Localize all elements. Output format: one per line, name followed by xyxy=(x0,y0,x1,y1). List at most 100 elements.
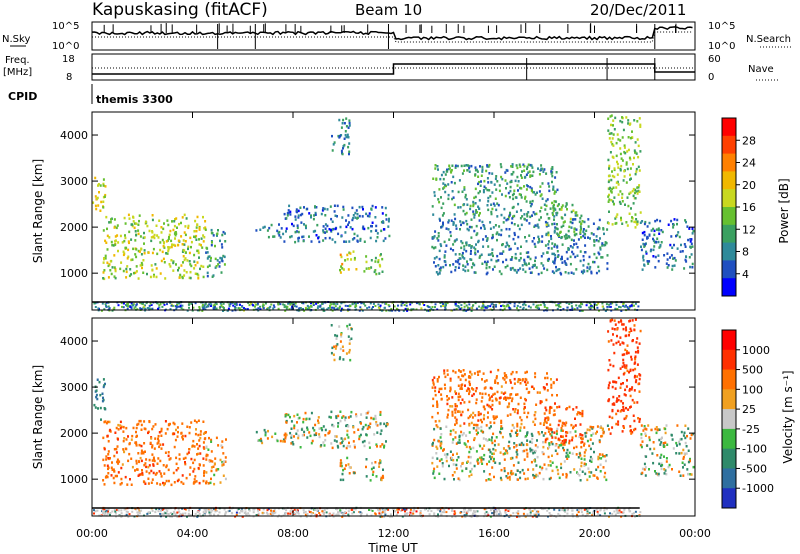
ground-scatter-cell xyxy=(222,307,225,309)
scatter-cell xyxy=(607,174,610,178)
scatter-cell xyxy=(363,444,366,448)
scatter-cell xyxy=(625,385,628,388)
scatter-cell xyxy=(296,226,299,230)
scatter-cell xyxy=(381,443,384,446)
scatter-cell xyxy=(538,471,541,475)
scatter-cell xyxy=(531,240,534,243)
scatter-cell xyxy=(471,387,473,390)
scatter-cell xyxy=(166,252,169,255)
ground-scatter-cell xyxy=(330,303,333,306)
scatter-cell xyxy=(481,430,484,434)
scatter-cell xyxy=(282,232,285,236)
ground-scatter-cell xyxy=(472,304,474,307)
scatter-cell xyxy=(309,434,312,438)
scatter-cell xyxy=(680,243,682,247)
scatter-cell xyxy=(383,446,385,449)
scatter-cell xyxy=(441,465,444,468)
scatter-cell xyxy=(525,263,528,267)
scatter-cell xyxy=(379,432,382,436)
scatter-cell xyxy=(520,196,523,199)
scatter-cell xyxy=(629,369,632,373)
scatter-cell xyxy=(108,263,111,266)
scatter-cell xyxy=(142,259,145,262)
scatter-cell xyxy=(545,225,548,228)
scatter-cell xyxy=(686,225,689,228)
scatter-cell xyxy=(670,235,673,238)
scatter-cell xyxy=(209,259,212,262)
scatter-cell xyxy=(140,261,143,265)
ground-scatter-cell xyxy=(227,510,230,513)
scatter-cell xyxy=(468,445,471,449)
scatter-cell xyxy=(634,151,637,154)
ground-scatter-cell xyxy=(108,307,111,310)
scatter-cell xyxy=(599,237,601,240)
scatter-cell xyxy=(353,444,356,447)
scatter-cell xyxy=(569,262,572,266)
scatter-cell xyxy=(160,427,163,431)
ground-scatter-cell xyxy=(430,510,433,513)
scatter-cell xyxy=(336,215,338,218)
scatter-cell xyxy=(453,240,456,243)
scatter-cell xyxy=(472,411,475,415)
ground-scatter-cell xyxy=(125,510,128,513)
scatter-cell xyxy=(475,450,478,453)
scatter-cell xyxy=(516,433,519,436)
scatter-cell xyxy=(348,152,350,156)
scatter-cell xyxy=(276,229,279,233)
scatter-cell xyxy=(449,231,452,234)
scatter-cell xyxy=(326,208,329,211)
scatter-cell xyxy=(504,391,507,394)
scatter-cell xyxy=(461,374,464,377)
scatter-cell xyxy=(526,212,529,216)
ground-scatter-cell xyxy=(434,303,437,306)
scatter-cell xyxy=(664,441,667,444)
scatter-cell xyxy=(362,225,365,228)
scatter-cell xyxy=(538,190,541,193)
scatter-cell xyxy=(689,246,692,249)
scatter-cell xyxy=(435,271,438,274)
scatter-cell xyxy=(440,387,443,391)
scatter-cell xyxy=(103,483,106,486)
scatter-cell xyxy=(155,224,158,227)
scatter-cell xyxy=(569,471,572,474)
scatter-cell xyxy=(649,249,652,253)
scatter-cell xyxy=(556,223,558,226)
colorbar-swatch xyxy=(722,207,736,226)
ground-scatter-cell xyxy=(426,309,428,312)
scatter-cell xyxy=(513,231,516,235)
scatter-cell xyxy=(541,197,544,200)
scatter-cell xyxy=(640,245,642,248)
scatter-cell xyxy=(483,414,486,417)
scatter-cell xyxy=(511,173,514,176)
scatter-cell xyxy=(689,265,692,269)
scatter-cell xyxy=(365,260,368,264)
scatter-cell xyxy=(189,270,192,274)
ground-scatter-cell xyxy=(294,513,297,515)
scatter-cell xyxy=(117,462,120,465)
scatter-cell xyxy=(617,193,620,196)
scatter-cell xyxy=(540,216,542,219)
scatter-cell xyxy=(169,422,171,426)
ground-scatter-cell xyxy=(591,305,594,308)
scatter-cell xyxy=(294,240,297,244)
ground-scatter-cell xyxy=(222,302,225,305)
scatter-cell xyxy=(487,208,490,212)
scatter-cell xyxy=(521,170,523,173)
ground-scatter-cell xyxy=(465,513,468,516)
scatter-cell xyxy=(169,457,172,460)
ground-scatter-cell xyxy=(109,513,111,516)
scatter-cell xyxy=(151,231,154,234)
scatter-cell xyxy=(463,422,466,425)
scatter-cell xyxy=(342,268,345,271)
scatter-cell xyxy=(663,254,666,257)
scatter-cell xyxy=(347,335,350,338)
scatter-cell xyxy=(259,228,262,231)
ground-scatter-cell xyxy=(468,303,471,306)
ground-scatter-cell xyxy=(122,302,125,305)
scatter-cell xyxy=(455,467,458,470)
scatter-cell xyxy=(583,454,586,458)
scatter-cell xyxy=(442,182,445,185)
scatter-cell xyxy=(453,408,456,411)
scatter-cell xyxy=(511,217,514,220)
scatter-cell xyxy=(524,435,526,439)
